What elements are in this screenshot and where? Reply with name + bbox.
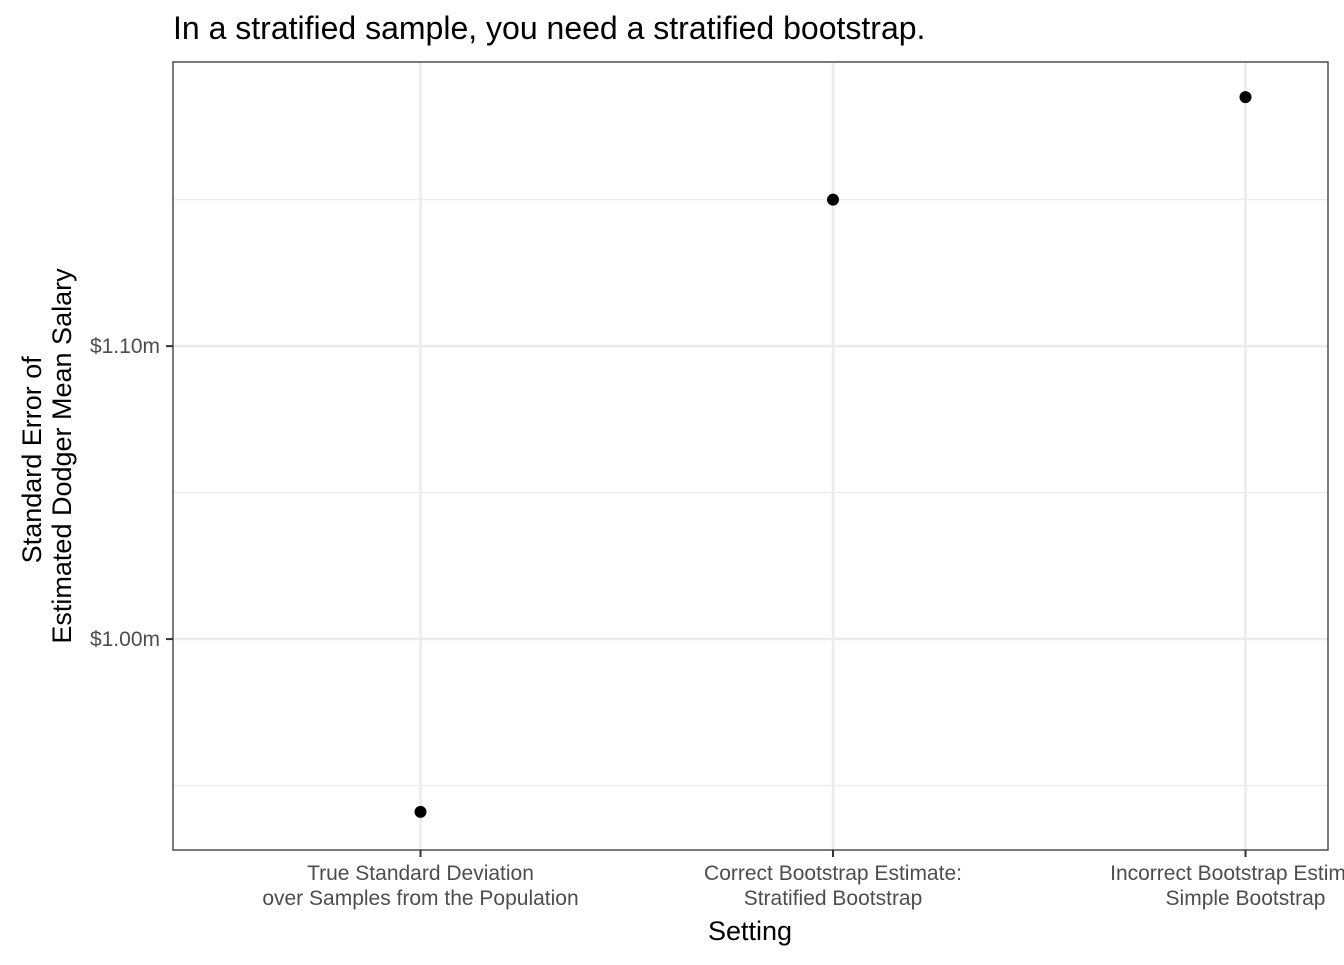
data-point-1 [414, 805, 427, 818]
x-tick-label-1-line-2: over Samples from the Population [262, 887, 578, 910]
y-axis-title: Standard Error of Estimated Dodger Mean … [17, 268, 77, 644]
x-tick-label-1-line-1: True Standard Deviation [307, 862, 534, 885]
chart-title: In a stratified sample, you need a strat… [173, 10, 925, 46]
y-tick-label-2: $1.10m [90, 335, 160, 358]
x-tick-label-2: Correct Bootstrap Estimate: Stratified Bo… [704, 862, 962, 910]
x-tick-label-2-line-2: Stratified Bootstrap [744, 887, 923, 910]
x-tick-label-1: True Standard Deviation over Samples from… [262, 862, 578, 910]
y-tick-label-1: $1.00m [90, 628, 160, 651]
x-axis: True Standard Deviation over Samples from… [262, 850, 1344, 910]
points-layer [414, 91, 1252, 818]
data-point-3 [1239, 91, 1252, 104]
y-axis-title-line-1: Standard Error of [17, 356, 47, 564]
x-tick-label-3-line-1: Incorrect Bootstrap Estimate: [1110, 862, 1344, 885]
x-tick-label-2-line-1: Correct Bootstrap Estimate: [704, 862, 962, 885]
x-tick-label-3: Incorrect Bootstrap Estimate:Simple Boot… [1110, 862, 1344, 910]
panel-border [172, 61, 1329, 851]
x-tick-label-3-line-2: Simple Bootstrap [1166, 887, 1326, 910]
data-point-2 [827, 193, 839, 206]
y-axis-title-line-2: Estimated Dodger Mean Salary [47, 268, 77, 644]
grid-layer [173, 62, 1328, 850]
x-axis-title: Setting [708, 916, 792, 946]
y-axis: $1.00m $1.10m [90, 335, 173, 651]
